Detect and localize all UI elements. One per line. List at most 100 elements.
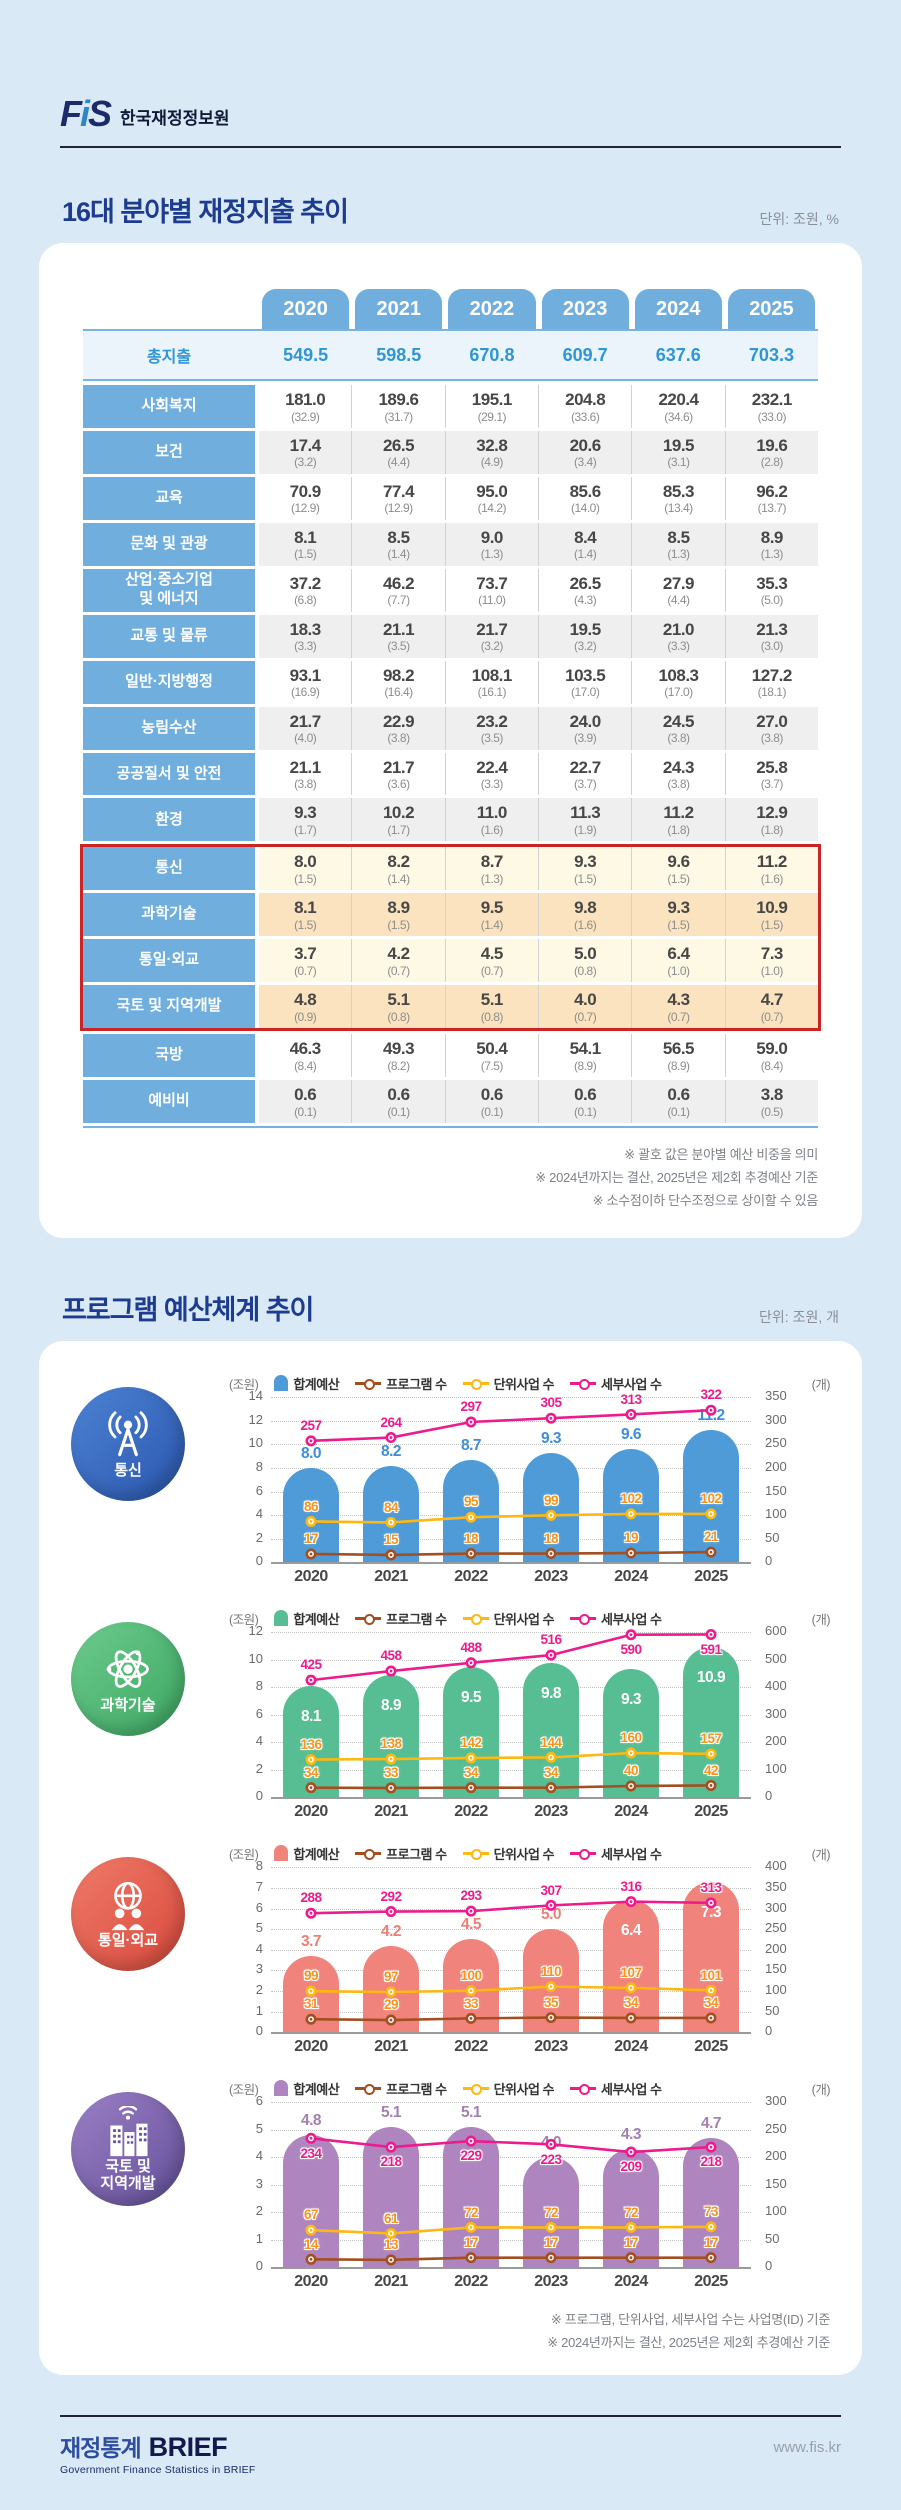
cell-value: 73.7	[476, 573, 508, 593]
budget-bar	[683, 1430, 739, 1563]
table-cell: 9.8 (1.6)	[537, 893, 632, 937]
right-axis-tick: 100	[765, 2203, 787, 2219]
table-card: 2020 2021 2022 2023 2024 2025 총지출 549.5 598.5 670…	[39, 243, 862, 1239]
cell-value: 8.5	[387, 527, 410, 547]
chart-area: (조원) 합계예산 프로그램 수 단위사업 수 세부사업 수 (개) 0 2 4 6 8 10 12 14…	[229, 1369, 831, 1590]
row-label: 문화 및 관광	[83, 522, 255, 566]
row-label: 과학기술	[83, 893, 255, 937]
cell-share: (3.2)	[480, 639, 504, 654]
footer-brand: 재정통계 BRIEF Government Finance Statistics…	[60, 2429, 256, 2476]
globe-people-icon: 통일·외교	[71, 1857, 185, 1972]
year-tab: 2025	[727, 289, 816, 329]
left-axis-tick: 8	[255, 1458, 263, 1474]
cell-value: 4.2	[387, 944, 410, 964]
row-label: 통신	[83, 847, 255, 891]
cell-value: 70.9	[289, 481, 322, 501]
table-cell: 10.9 (1.5)	[724, 893, 818, 937]
x-axis-label: 2023	[534, 1568, 568, 1586]
x-axis-label: 2022	[454, 2273, 488, 2291]
left-axis-tick: 4	[255, 1506, 263, 1522]
program-value-label: 19	[623, 1530, 639, 1546]
program-value-label: 40	[623, 1763, 639, 1779]
table-row: 과학기술 8.1 (1.5) 8.9 (1.5) 9.5 (1.4) 9.8 (1.6) 9.3(…	[83, 893, 818, 937]
unit_biz-value-label: 107	[620, 1965, 642, 1981]
left-axis-tick: 3	[255, 1961, 263, 1977]
cell-value: 11.3	[570, 803, 601, 823]
cell-share: (3.8)	[667, 777, 690, 792]
cell-share: (3.2)	[294, 455, 317, 470]
footnote: ※ 프로그램, 단위사업, 세부사업 수는 사업명(ID) 기준	[550, 2312, 830, 2328]
gridline	[271, 2239, 751, 2241]
gridline	[271, 1687, 751, 1689]
table-cell: 25.8 (3.7)	[724, 752, 818, 796]
table-bottom-border	[83, 1126, 818, 1128]
gridline	[271, 1397, 751, 1399]
left-axis-tick: 6	[255, 1482, 263, 1498]
table-cell: 11.0 (1.6)	[444, 798, 538, 842]
table-cell: 32.8 (4.9)	[444, 430, 538, 474]
unit_biz-value-label: 100	[460, 1968, 482, 1983]
cell-value: 4.7	[760, 990, 784, 1010]
right-axis-tick: 50	[765, 2230, 780, 2246]
x-axis-label: 2021	[374, 2038, 408, 2056]
table-cell: 21.7 (3.6)	[351, 752, 445, 796]
table-cell: 8.9 (1.3)	[724, 522, 818, 566]
unit_biz-value-label: 86	[303, 1498, 319, 1514]
cell-value: 9.6	[667, 852, 690, 872]
unit_biz-value-label: 72	[623, 2204, 639, 2220]
unit_biz-line	[310, 1751, 712, 1762]
cell-value: 9.0	[480, 527, 504, 547]
legend-item-unit_biz: 단위사업 수	[462, 1374, 555, 1393]
bar-value-label: 4.5	[460, 1916, 482, 1934]
cell-share: (1.4)	[387, 871, 410, 886]
total-value: 549.5	[283, 344, 329, 365]
table-row: 국토 및 지역개발 4.8 (0.9) 5.1 (0.8) 5.1 (0.8) 4.0 (0.7…	[83, 985, 818, 1029]
budget-bar	[443, 1666, 499, 1798]
detail_biz-value-label: 316	[620, 1878, 642, 1894]
right-axis-tick: 100	[765, 1760, 787, 1776]
bar-value-label: 8.2	[380, 1442, 402, 1460]
legend-label: 세부사업 수	[601, 1611, 662, 1627]
legend-label: 세부사업 수	[601, 1846, 662, 1862]
program-value-label: 18	[543, 1530, 559, 1546]
cell-share: (0.1)	[480, 1104, 504, 1119]
gridline	[271, 1797, 751, 1800]
left-axis-tick: 0	[255, 1553, 263, 1569]
table-cell: 189.6 (31.7)	[351, 385, 445, 428]
cell-share: (1.5)	[667, 871, 690, 886]
detail_biz-value-label: 488	[460, 1640, 482, 1656]
unit_biz-value-label: 102	[620, 1491, 642, 1507]
gridline	[271, 1887, 751, 1889]
right-axis-tick: 200	[765, 1940, 787, 1956]
cell-share: (1.8)	[667, 822, 690, 837]
cell-value: 24.3	[662, 757, 695, 777]
cell-share: (1.7)	[294, 822, 317, 837]
legend-item-detail_biz: 세부사업 수	[570, 2079, 662, 2098]
right-axis-tick: 350	[765, 1388, 787, 1404]
chart-broadcast: 통신 (조원) 합계예산 프로그램 수 단위사업 수 세부사업 수 (개) 0 2 4 6 8 10 12…	[71, 1369, 831, 1590]
x-axis-label: 2022	[454, 1803, 488, 1821]
program-value-label: 34	[543, 1764, 559, 1780]
table-cell: 24.0 (3.9)	[537, 706, 632, 750]
table-cell: 19.5 (3.1)	[631, 430, 725, 474]
program-value-label: 42	[703, 1762, 719, 1778]
table-cell: 21.1 (3.5)	[351, 614, 445, 658]
cell-value: 181.0	[285, 390, 326, 409]
program-line	[310, 2016, 711, 2022]
chart-plot: 01234560501001502002503004.85.15.14.04.3…	[229, 2093, 830, 2273]
program-value-label: 35	[543, 1994, 559, 2010]
left-axis-tick: 0	[255, 2023, 263, 2039]
cell-share: (0.7)	[387, 963, 410, 978]
bar-swatch	[274, 1845, 289, 1862]
gridline	[271, 1714, 751, 1716]
table-cell: 35.3 (5.0)	[724, 568, 818, 612]
right-axis-tick: 200	[765, 2148, 787, 2164]
budget-bar	[603, 1449, 659, 1563]
program-value-label: 17	[303, 1531, 319, 1547]
program-value-label: 17	[623, 2234, 639, 2250]
x-axis-label: 2024	[614, 2273, 648, 2291]
bar-value-label: 6.4	[620, 1922, 642, 1940]
cell-value: 17.4	[289, 435, 322, 455]
cell-share: (8.4)	[294, 1058, 317, 1073]
legend-item-program: 프로그램 수	[355, 1609, 447, 1628]
